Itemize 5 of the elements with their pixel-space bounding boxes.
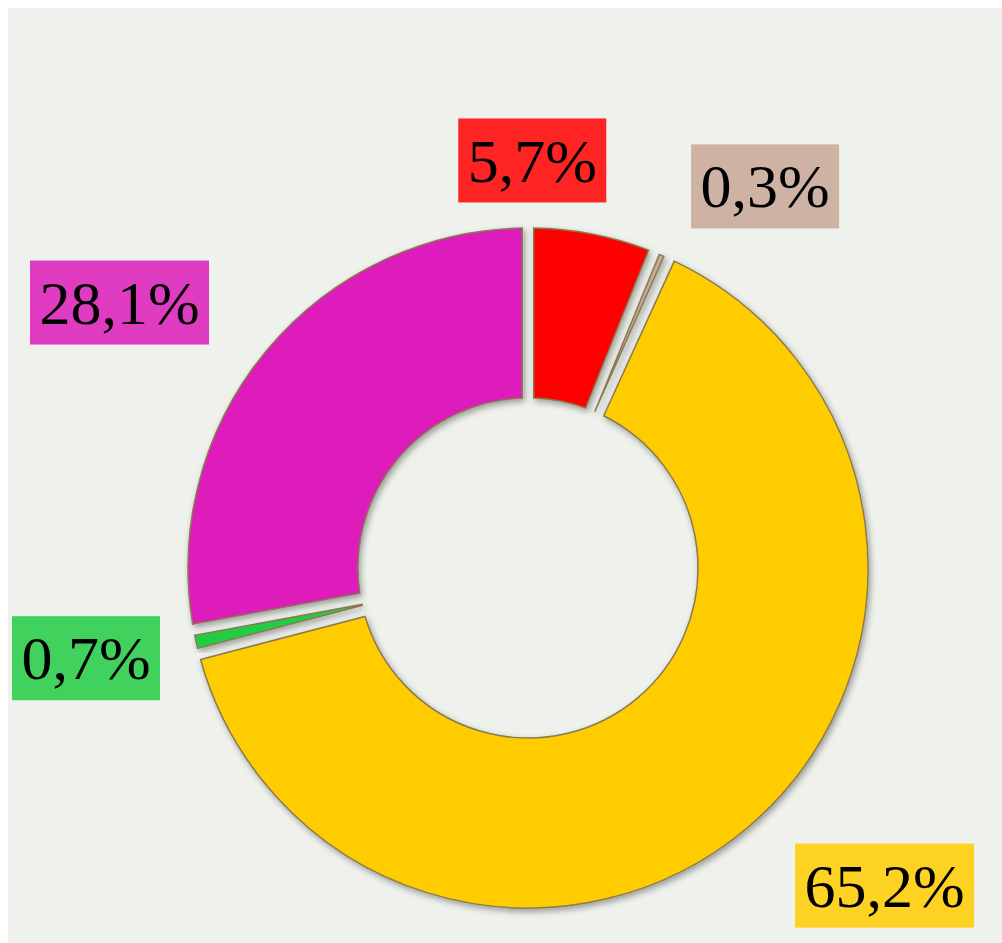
data-label: 0,3% — [700, 152, 830, 221]
data-label: 28,1% — [39, 268, 200, 337]
data-label: 65,2% — [804, 851, 965, 920]
data-label: 0,7% — [21, 624, 151, 693]
data-label: 5,7% — [467, 126, 597, 195]
